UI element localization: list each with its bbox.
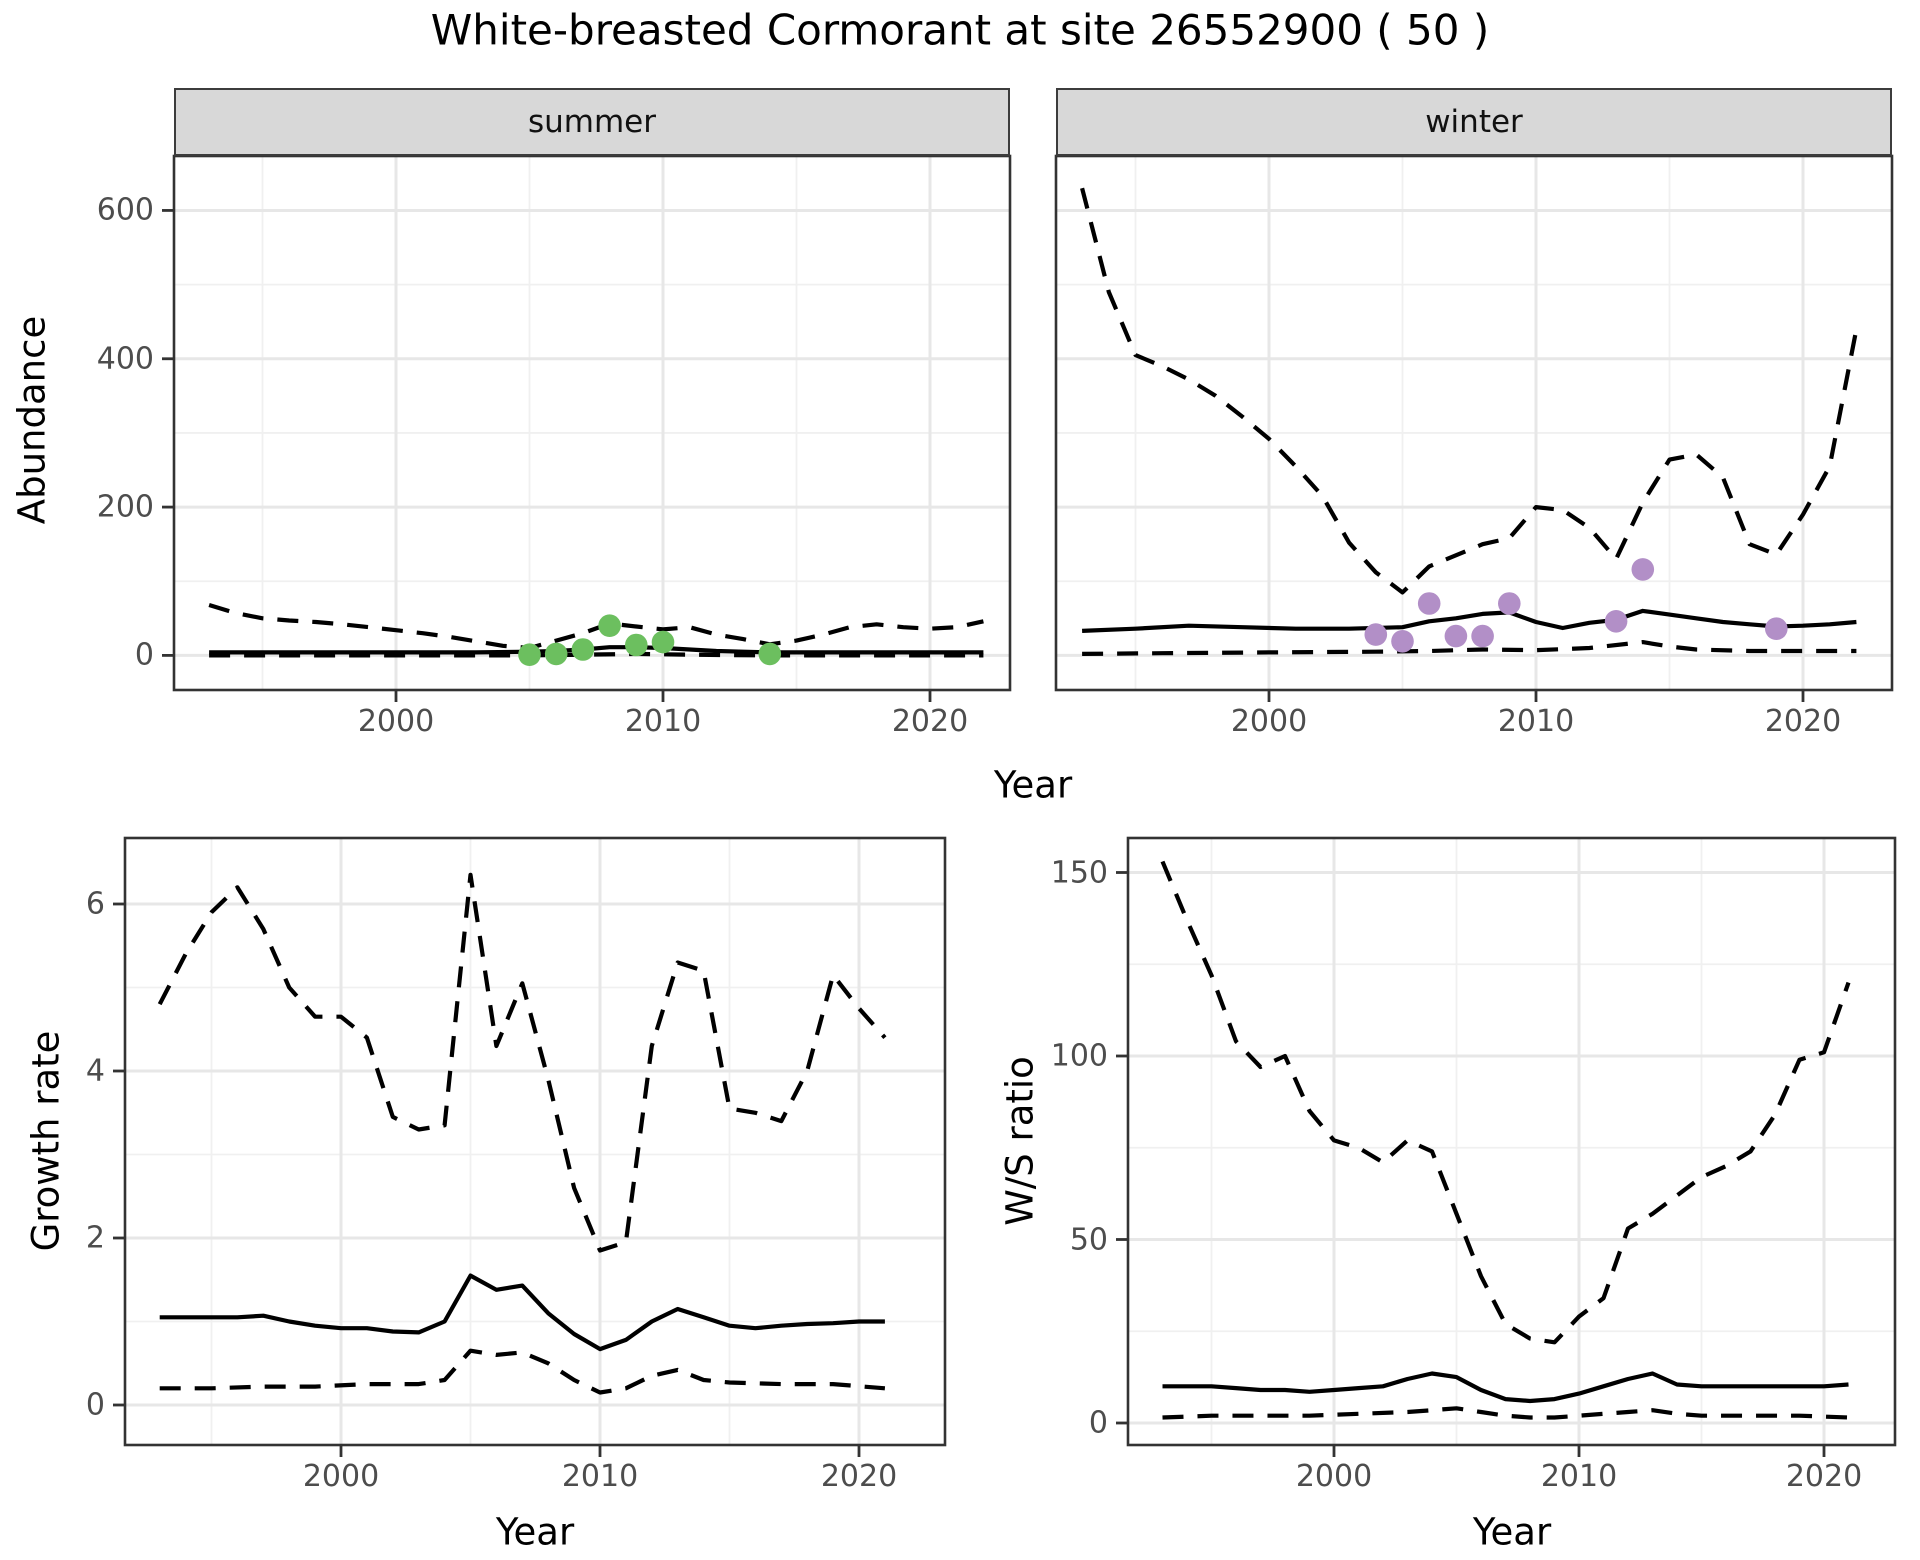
y-axis-title-growth-rate: Growth rate [24,1030,68,1252]
abundance-summer-upper-ci-dashed [208,602,984,651]
facet-strip-summer: summer [174,88,1010,156]
abundance-summer-observation-point [518,643,541,666]
abundance-summer-observation-point [651,630,675,654]
abundance-summer-observation-point [544,642,568,666]
x-axis-title-year-top: Year [993,763,1073,807]
abundance-winter-panel-border [1054,154,1894,692]
y-axis-title-abundance: Abundance [10,315,54,525]
abundance-summer-observation-point [625,633,648,657]
abundance-winter-median-solid [1082,608,1857,633]
growth-rate-median-solid [159,1273,885,1352]
x-axis-title-year-ws: Year [1472,1510,1552,1554]
facet-strip-summer-label: summer [527,104,656,140]
abundance-winter-observation-point [1604,610,1628,633]
facet-strip-winter-label: winter [1425,104,1523,140]
abundance-winter-observation-point [1364,623,1388,646]
growth-rate-upper-ci-dashed [157,872,887,1253]
ws-ratio-lower-ci-dashed [1162,1406,1849,1420]
chart-title: White-breasted Cormorant at site 2655290… [430,5,1490,55]
abundance-summer-observation-point [758,642,782,666]
abundance-summer-observation-point [571,638,595,661]
abundance-winter-observation-point [1631,558,1655,581]
ws-ratio-upper-ci-dashed [1160,860,1851,1345]
abundance-summer-lower-ci-dashed [209,651,984,658]
x-axis-title-year-growth: Year [495,1510,575,1554]
abundance-summer-panel-border [172,154,1012,692]
abundance-summer-median-solid [209,645,984,655]
abundance-winter-upper-ci-dashed [1080,187,1859,595]
y-axis-title-ws-ratio: W/S ratio [998,1056,1042,1226]
facet-strip-winter: winter [1056,88,1892,156]
abundance-winter-observation-point [1471,624,1494,648]
abundance-winter-observation-point [1498,592,1521,615]
abundance-winter-observation-point [1391,630,1414,653]
abundance-winter-observation-point [1417,592,1441,615]
abundance-winter-observation-point [1444,624,1468,648]
ws-ratio-panel-border [1126,836,1897,1447]
growth-rate-lower-ci-dashed [159,1348,886,1395]
abundance-winter-observation-point [1765,617,1788,640]
ws-ratio-median-solid [1162,1371,1849,1404]
growth-rate-panel-border [123,836,947,1447]
abundance-winter-lower-ci-dashed [1082,639,1857,656]
abundance-summer-observation-point [598,614,621,637]
